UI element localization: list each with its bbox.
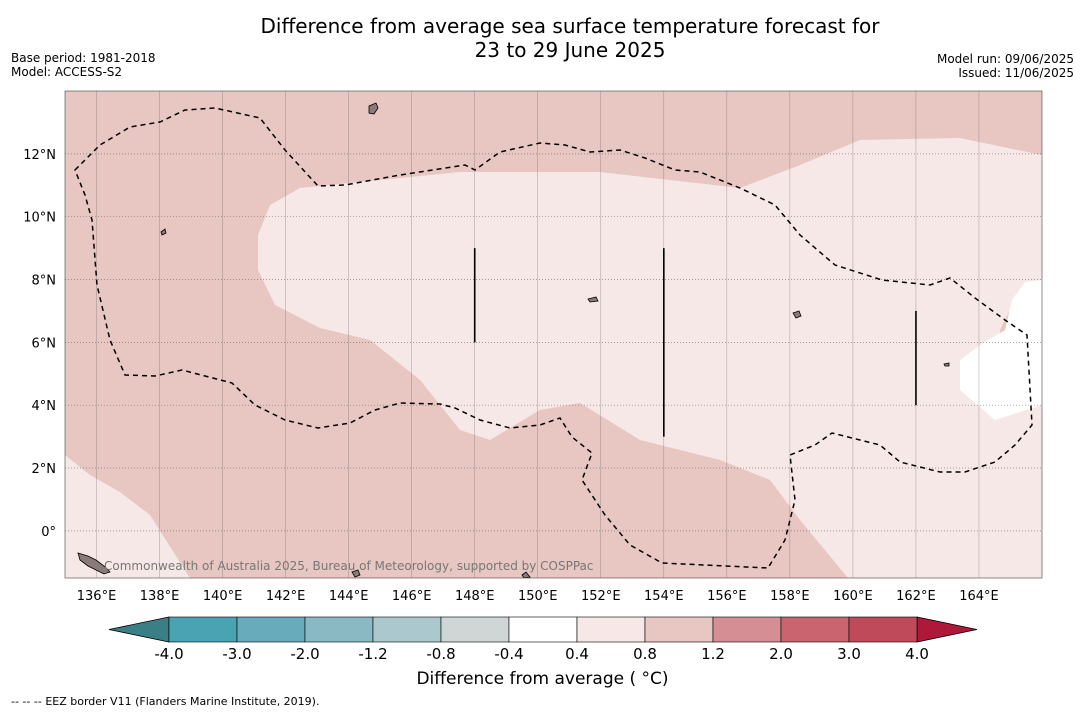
islands [77, 102, 950, 578]
colorbar-tick-label: 0.8 [633, 645, 657, 663]
longitude-tick-label: 148°E [455, 589, 495, 604]
colorbar-tick-label: 1.2 [701, 645, 725, 663]
colorbar-tick-label: -0.8 [426, 645, 455, 663]
longitude-tick-label: 162°E [896, 589, 936, 604]
latitude-tick-label: 4°N [32, 399, 57, 414]
colorbar-tick-label: -2.0 [290, 645, 319, 663]
longitude-tick-label: 150°E [518, 589, 558, 604]
copyright-notice: Commonwealth of Australia 2025, Bureau o… [104, 559, 594, 573]
colorbar-over-arrow [916, 616, 978, 643]
latitude-tick-label: 12°N [23, 148, 56, 163]
longitude-tick-label: 164°E [959, 589, 999, 604]
colorbar-bin [168, 616, 238, 643]
longitude-tick-label: 158°E [770, 589, 810, 604]
eez-legend-text: EEZ border V11 (Flanders Marine Institut… [45, 695, 320, 708]
colorbar-tick-label: 4.0 [905, 645, 929, 663]
title-line-1: Difference from average sea surface temp… [260, 14, 880, 38]
latitude-tick-label: 2°N [32, 462, 57, 477]
island-chuuk [587, 296, 599, 303]
longitude-tick-label: 152°E [581, 589, 621, 604]
longitude-tick-label: 154°E [644, 589, 684, 604]
latitude-tick-label: 6°N [32, 336, 57, 351]
island-west [521, 571, 531, 578]
model-name: Model: ACCESS-S2 [11, 65, 123, 79]
eez-legend-dash: -- -- -- [11, 695, 42, 708]
anomaly-region-0-4-0-8-southwest [65, 455, 190, 578]
latitude-tick-label: 0° [41, 525, 56, 540]
latitude-labels: 12°N 10°N 8°N 6°N 4°N 2°N 0° [23, 148, 56, 540]
latitude-tick-label: 10°N [23, 211, 56, 226]
colorbar-tick-label: -0.4 [494, 645, 523, 663]
colorbar-label: Difference from average ( °C) [416, 669, 669, 689]
colorbar: -4.0 -3.0 -2.0 -1.2 -0.8 -0.4 0.4 0.8 1.2 2.0 3.0 4… [108, 616, 978, 663]
island-pohnpei [792, 310, 802, 319]
longitude-tick-label: 160°E [833, 589, 873, 604]
model-run: Model run: 09/06/2025 [936, 52, 1074, 66]
colorbar-under-arrow [108, 616, 170, 643]
colorbar-bin [304, 616, 374, 643]
colorbar-tick-label: 0.4 [565, 645, 589, 663]
island-kapingamarangi [351, 569, 361, 578]
colorbar-bin [576, 616, 646, 643]
longitude-tick-label: 138°E [140, 589, 180, 604]
meta-left: Base period: 1981-2018 Model: ACCESS-S2 [11, 51, 156, 79]
colorbar-tick-label: 2.0 [769, 645, 793, 663]
colorbar-bin [372, 616, 442, 643]
island-kosrae [943, 362, 950, 367]
longitude-labels: 136°E 138°E 140°E 142°E 144°E 146°E 148°E 150°E… [77, 589, 999, 604]
longitude-tick-label: 144°E [329, 589, 369, 604]
colorbar-bin [644, 616, 714, 643]
colorbar-tick-label: -3.0 [222, 645, 251, 663]
longitude-tick-label: 146°E [392, 589, 432, 604]
island-marshall [368, 102, 379, 115]
colorbar-bin [848, 616, 918, 643]
map-title: Difference from average sea surface temp… [170, 14, 970, 62]
base-period: Base period: 1981-2018 [11, 51, 156, 65]
colorbar-tick-label: -1.2 [358, 645, 387, 663]
longitude-tick-label: 156°E [707, 589, 747, 604]
footnote: -- -- -- EEZ border V11 (Flanders Marine… [11, 695, 319, 708]
island-nukuoro [160, 228, 167, 236]
colorbar-bin [236, 616, 306, 643]
colorbar-tick-label: -4.0 [154, 645, 183, 663]
map-area [65, 91, 1042, 578]
island-bougainville [77, 552, 111, 575]
latitude-tick-label: 8°N [32, 274, 57, 289]
colorbar-bin [508, 616, 578, 643]
longitude-tick-label: 140°E [203, 589, 243, 604]
colorbar-bin [780, 616, 850, 643]
title-line-2: 23 to 29 June 2025 [474, 38, 666, 62]
longitude-tick-label: 136°E [77, 589, 117, 604]
eez-border [74, 107, 1033, 569]
map-frame [64, 90, 1043, 579]
issued-date: Issued: 11/06/2025 [958, 66, 1074, 80]
meridian-bars [473, 248, 917, 437]
gridlines [65, 91, 1042, 578]
longitude-tick-label: 142°E [266, 589, 306, 604]
anomaly-region-neutral [960, 280, 1042, 420]
colorbar-bin [712, 616, 782, 643]
meta-right: Model run: 09/06/2025 Issued: 11/06/2025 [937, 52, 1074, 80]
colorbar-bin [440, 616, 510, 643]
colorbar-tick-label: 3.0 [837, 645, 861, 663]
